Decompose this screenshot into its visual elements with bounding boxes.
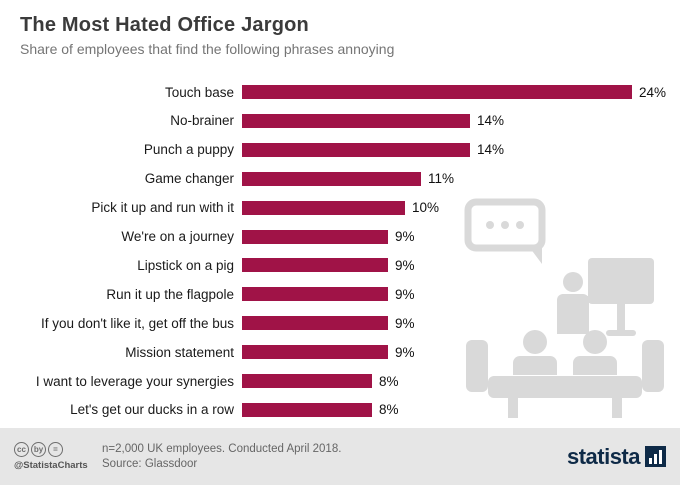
cc-icon: cc	[14, 442, 29, 457]
chart-header: The Most Hated Office Jargon Share of em…	[0, 0, 680, 57]
sample-note: n=2,000 UK employees. Conducted April 20…	[102, 443, 342, 455]
statista-logo: statista	[567, 444, 666, 470]
cc-license-icons: cc by =	[14, 442, 102, 457]
category-label: Run it up the flagpole	[106, 286, 234, 302]
chart-row: We're on a journey 9%	[8, 229, 672, 245]
chart-row: Pick it up and run with it 10%	[8, 200, 672, 216]
bar	[242, 345, 388, 360]
chart-row: If you don't like it, get off the bus 9%	[8, 315, 672, 331]
chart-row: Run it up the flagpole 9%	[8, 286, 672, 302]
footer-notes: n=2,000 UK employees. Conducted April 20…	[102, 443, 341, 470]
category-label: If you don't like it, get off the bus	[41, 315, 234, 331]
value-label: 10%	[412, 200, 440, 216]
value-label: 9%	[395, 286, 415, 302]
value-label: 24%	[639, 84, 667, 100]
category-label: Lipstick on a pig	[137, 257, 234, 273]
bar	[242, 85, 632, 99]
value-label: 8%	[379, 402, 399, 418]
category-label: Let's get our ducks in a row	[70, 402, 234, 418]
category-label: Touch base	[164, 84, 234, 100]
statista-logo-icon	[645, 446, 666, 467]
bar	[242, 402, 372, 417]
chart-row: I want to leverage your synergies 8%	[8, 373, 672, 389]
page-subtitle: Share of employees that find the followi…	[20, 41, 395, 57]
value-label: 9%	[395, 344, 415, 360]
license-block: cc by = @StatistaCharts	[14, 442, 102, 471]
bar-rows: Touch base 24% No-brainer 14% Punch a puppy 1…	[8, 84, 672, 418]
category-label: We're on a journey	[121, 229, 234, 245]
statista-charts-handle: @StatistaCharts	[14, 460, 88, 471]
category-label: No-brainer	[170, 113, 234, 129]
category-label: I want to leverage your synergies	[35, 373, 234, 389]
bar	[242, 258, 388, 273]
category-label: Pick it up and run with it	[91, 200, 234, 216]
chart-row: Touch base 24%	[8, 84, 672, 100]
bar	[242, 374, 372, 389]
bar	[242, 171, 421, 186]
value-label: 8%	[379, 373, 399, 389]
bar	[242, 142, 470, 157]
chart-row: Game changer 11%	[8, 171, 672, 187]
chart-row: No-brainer 14%	[8, 113, 672, 129]
statista-logo-text: statista	[566, 443, 641, 469]
attribution-icon: by	[31, 442, 46, 457]
bar-chart: Touch base 24% No-brainer 14% Punch a puppy 1…	[0, 78, 680, 428]
bar	[242, 113, 470, 128]
no-derivatives-icon: =	[48, 442, 63, 457]
bar	[242, 287, 388, 302]
value-label: 14%	[477, 142, 505, 158]
category-label: Game changer	[144, 171, 234, 187]
bar	[242, 229, 388, 244]
chart-row: Punch a puppy 14%	[8, 142, 672, 158]
chart-row: Let's get our ducks in a row 8%	[8, 402, 672, 418]
value-label: 14%	[477, 113, 505, 129]
value-label: 11%	[428, 171, 455, 187]
category-label: Mission statement	[125, 344, 234, 360]
bar	[242, 200, 405, 215]
page-title: The Most Hated Office Jargon	[20, 14, 309, 36]
footer: cc by = @StatistaCharts n=2,000 UK emplo…	[0, 428, 680, 485]
category-label: Punch a puppy	[143, 142, 234, 158]
chart-row: Mission statement 9%	[8, 344, 672, 360]
value-label: 9%	[395, 315, 415, 331]
value-label: 9%	[395, 229, 415, 245]
chart-row: Lipstick on a pig 9%	[8, 257, 672, 273]
bar	[242, 316, 388, 331]
value-label: 9%	[395, 257, 415, 273]
source-note: Source: Glassdoor	[102, 458, 198, 470]
